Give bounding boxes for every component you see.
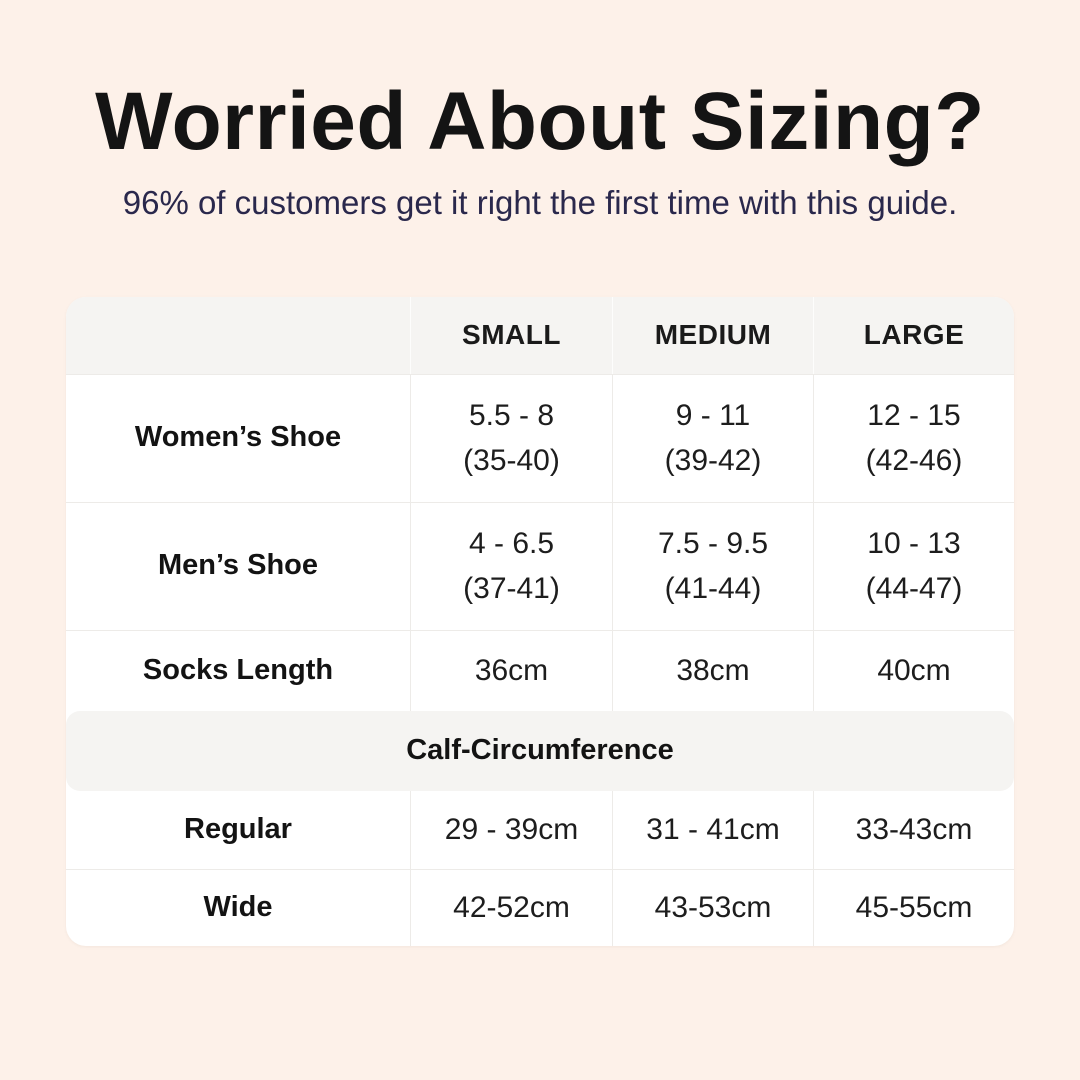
page-title: Worried About Sizing?: [95, 76, 985, 167]
size-chart-header-row: SMALL MEDIUM LARGE: [66, 296, 1014, 374]
header-cell-small: SMALL: [410, 296, 612, 374]
cell-eu-range: (35-40): [463, 444, 560, 478]
cell-length: 38cm: [676, 654, 750, 688]
table-cell: 42-52cm: [410, 869, 612, 946]
page-subtitle: 96% of customers get it right the first …: [122, 183, 958, 221]
table-row-socks-length: Socks Length 36cm 38cm 40cm: [66, 629, 1014, 711]
cell-size-range: 7.5 - 9.5: [657, 527, 769, 561]
table-row-regular: Regular 29 - 39cm 31 - 41cm 33-43cm: [66, 790, 1014, 869]
size-guide-infographic: Worried About Sizing? 96% of customers g…: [66, 76, 1014, 946]
cell-eu-range: (37-41): [463, 572, 560, 606]
cell-circumference: 42-52cm: [453, 891, 570, 925]
table-cell: 33-43cm: [813, 790, 1014, 869]
cell-size-range: 12 - 15: [867, 399, 961, 433]
table-row-wide: Wide 42-52cm 43-53cm 45-55cm: [66, 868, 1014, 946]
table-cell: 4 - 6.5 (37-41): [410, 502, 612, 630]
row-label: Women’s Shoe: [134, 421, 342, 454]
table-cell: 36cm: [410, 630, 612, 711]
table-row-womens-shoe: Women’s Shoe 5.5 - 8 (35-40) 9 - 11 (39-…: [66, 373, 1014, 502]
header-cell-large: LARGE: [813, 296, 1014, 374]
row-label: Regular: [184, 812, 292, 845]
cell-size-range: 4 - 6.5: [468, 527, 555, 561]
cell-circumference: 45-55cm: [855, 891, 973, 925]
table-cell: 40cm: [813, 630, 1014, 711]
table-cell: 29 - 39cm: [410, 790, 612, 869]
row-label: Wide: [203, 890, 273, 923]
cell-length: 36cm: [474, 654, 549, 688]
table-cell: 9 - 11 (39-42): [612, 374, 813, 502]
cell-circumference: 43-53cm: [654, 891, 772, 925]
cell-eu-range: (41-44): [664, 572, 762, 606]
cell-eu-range: (44-47): [865, 572, 963, 606]
table-cell: 12 - 15 (42-46): [813, 374, 1014, 502]
section-header-calf-circumference: Calf-Circumference: [66, 710, 1014, 791]
table-cell: 10 - 13 (44-47): [813, 502, 1014, 630]
table-cell: 5.5 - 8 (35-40): [410, 374, 612, 502]
row-label: Socks Length: [142, 653, 334, 686]
cell-eu-range: (39-42): [664, 444, 762, 478]
table-cell: 45-55cm: [813, 869, 1014, 946]
size-chart-card: SMALL MEDIUM LARGE Women’s Shoe 5.5 - 8 …: [66, 296, 1014, 946]
row-label: Men’s Shoe: [157, 549, 319, 582]
table-cell: 31 - 41cm: [612, 790, 813, 869]
table-cell: 43-53cm: [612, 869, 813, 946]
table-row-mens-shoe: Men’s Shoe 4 - 6.5 (37-41) 7.5 - 9.5 (41…: [66, 501, 1014, 630]
cell-circumference: 29 - 39cm: [444, 813, 579, 847]
cell-eu-range: (42-46): [865, 444, 963, 478]
cell-length: 40cm: [877, 654, 951, 688]
cell-size-range: 10 - 13: [867, 527, 961, 561]
cell-size-range: 9 - 11: [675, 399, 751, 433]
cell-circumference: 33-43cm: [855, 813, 973, 847]
header-cell-empty: [66, 297, 410, 374]
table-cell: 38cm: [612, 630, 813, 711]
table-cell: 7.5 - 9.5 (41-44): [612, 502, 813, 630]
cell-circumference: 31 - 41cm: [646, 813, 780, 847]
header-cell-medium: MEDIUM: [612, 296, 813, 374]
cell-size-range: 5.5 - 8: [468, 399, 555, 433]
